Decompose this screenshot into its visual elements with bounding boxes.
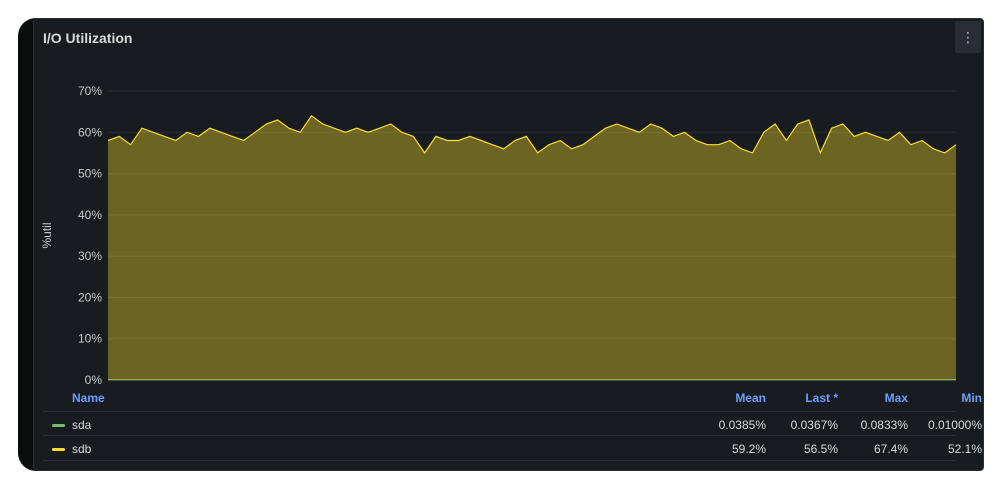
panel-title: I/O Utilization xyxy=(43,30,133,46)
chart-grid xyxy=(108,90,956,381)
chart-series xyxy=(107,114,957,381)
legend-series-name[interactable]: sdb xyxy=(72,442,92,456)
y-tick-label: 40% xyxy=(78,208,102,222)
legend-value-max: 67.4% xyxy=(873,442,908,456)
legend-swatch-sda xyxy=(52,424,65,427)
y-tick-label: 50% xyxy=(78,167,102,181)
y-tick-label: 30% xyxy=(78,249,102,263)
legend-header-max[interactable]: Max xyxy=(884,391,908,405)
window-frame: I/O Utilization ⋮ 0% 10% 20% 30% 40% 50% 60% 70… xyxy=(18,18,984,471)
legend-header-mean[interactable]: Mean xyxy=(735,391,766,405)
legend-header-last[interactable]: Last * xyxy=(805,391,838,405)
legend-value-last: 56.5% xyxy=(803,442,838,456)
legend-value-max: 0.0833% xyxy=(860,418,908,432)
timeseries-chart[interactable]: 0% 10% 20% 30% 40% 50% 60% 70% %util xyxy=(34,19,985,389)
legend-series-name[interactable]: sda xyxy=(72,418,92,432)
legend-value-min: 52.1% xyxy=(947,442,982,456)
legend-header-min[interactable]: Min xyxy=(961,391,982,405)
legend-value-min: 0.01000% xyxy=(927,418,982,432)
legend-header-name[interactable]: Name xyxy=(72,391,105,405)
panel-menu-button[interactable]: ⋮ xyxy=(955,21,981,53)
y-tick-label: 70% xyxy=(78,84,102,98)
legend-swatch-sdb xyxy=(52,448,65,451)
kebab-menu-icon: ⋮ xyxy=(961,29,975,45)
legend-value-mean: 0.0385% xyxy=(718,418,766,432)
legend-row-sdb[interactable]: sdb 59.2% 56.5% 67.4% 52.1% xyxy=(43,435,982,461)
series-area-sdb xyxy=(108,115,956,381)
y-axis-label: %util xyxy=(40,222,54,248)
series-sdb xyxy=(107,114,957,381)
y-tick-label: 60% xyxy=(78,125,102,139)
io-utilization-panel: I/O Utilization ⋮ 0% 10% 20% 30% 40% 50% 60% 70… xyxy=(33,18,984,471)
legend-row-sda[interactable]: sda 0.0385% 0.0367% 0.0833% 0.01000% xyxy=(43,411,982,436)
series-line-sdb xyxy=(107,114,957,155)
y-tick-label: 0% xyxy=(85,373,103,387)
y-tick-label: 10% xyxy=(78,332,102,346)
y-axis-ticks: 0% 10% 20% 30% 40% 50% 60% 70% xyxy=(78,84,102,387)
y-tick-label: 20% xyxy=(78,290,102,304)
legend-value-mean: 59.2% xyxy=(731,442,766,456)
legend-value-last: 0.0367% xyxy=(790,418,838,432)
legend-header: Name Mean Last * Max Min xyxy=(43,389,982,413)
